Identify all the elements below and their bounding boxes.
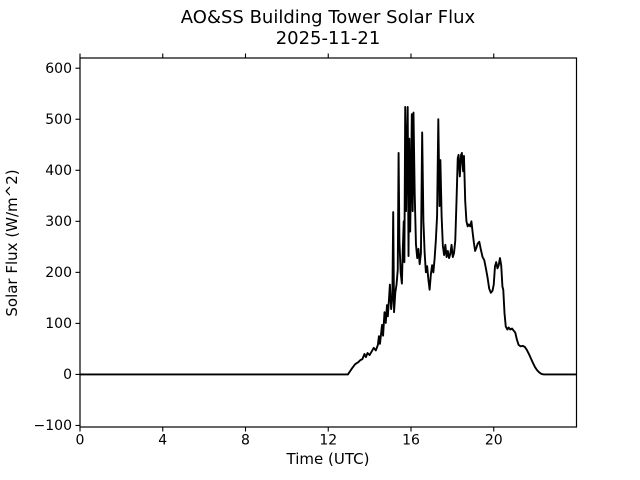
y-tick-label: −100 (34, 418, 72, 434)
y-axis-label: Solar Flux (W/m^2) (3, 169, 21, 316)
y-axis-left-ticks: −100 0 100 200 300 400 500 600 (34, 61, 80, 434)
chart-title: AO&SS Building Tower Solar Flux (181, 7, 476, 28)
y-tick-label: 0 (63, 367, 72, 383)
chart-subtitle: 2025-11-21 (276, 28, 381, 49)
y-tick-label: 400 (45, 163, 72, 179)
x-tick-label: 20 (485, 433, 503, 449)
y-tick-label: 500 (45, 112, 72, 128)
x-tick-label: 8 (241, 433, 250, 449)
y-tick-label: 100 (45, 316, 72, 332)
x-axis-label: Time (UTC) (286, 450, 370, 468)
y-tick-label: 600 (45, 61, 72, 77)
x-tick-label: 16 (402, 433, 420, 449)
plot-border (79, 57, 578, 428)
x-tick-label: 0 (76, 433, 85, 449)
x-tick-label: 12 (319, 433, 337, 449)
x-axis-top-ticks (79, 53, 495, 58)
y-tick-label: 300 (45, 214, 72, 230)
x-axis-bottom-ticks: 0 4 8 12 16 20 (76, 427, 503, 449)
solar-flux-line (80, 106, 577, 376)
y-tick-label: 200 (45, 265, 72, 281)
x-tick-label: 4 (158, 433, 167, 449)
